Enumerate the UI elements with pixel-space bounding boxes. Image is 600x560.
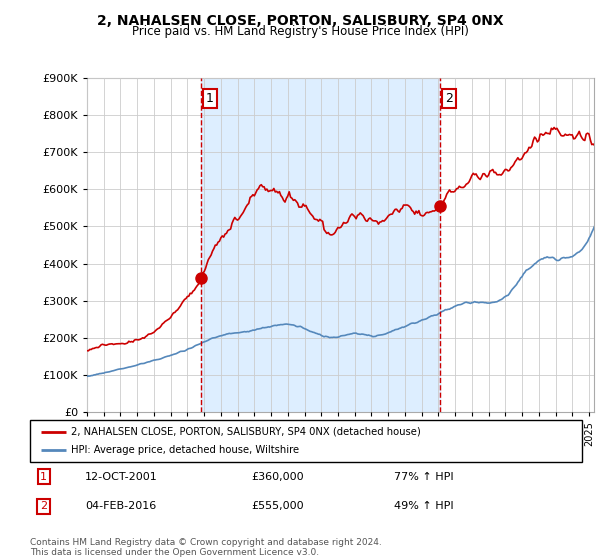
Text: 1: 1 xyxy=(206,92,214,105)
Text: 2, NAHALSEN CLOSE, PORTON, SALISBURY, SP4 0NX: 2, NAHALSEN CLOSE, PORTON, SALISBURY, SP… xyxy=(97,14,503,28)
Text: 04-FEB-2016: 04-FEB-2016 xyxy=(85,501,157,511)
Text: 2: 2 xyxy=(445,92,453,105)
Text: 2, NAHALSEN CLOSE, PORTON, SALISBURY, SP4 0NX (detached house): 2, NAHALSEN CLOSE, PORTON, SALISBURY, SP… xyxy=(71,427,421,437)
Bar xyxy=(200,78,440,412)
Text: 12-OCT-2001: 12-OCT-2001 xyxy=(85,472,158,482)
Text: HPI: Average price, detached house, Wiltshire: HPI: Average price, detached house, Wilt… xyxy=(71,445,299,455)
Text: 2: 2 xyxy=(40,501,47,511)
FancyBboxPatch shape xyxy=(30,420,582,462)
Text: Contains HM Land Registry data © Crown copyright and database right 2024.
This d: Contains HM Land Registry data © Crown c… xyxy=(30,538,382,557)
Text: £360,000: £360,000 xyxy=(251,472,304,482)
Text: 77% ↑ HPI: 77% ↑ HPI xyxy=(394,472,454,482)
Text: £555,000: £555,000 xyxy=(251,501,304,511)
Text: Price paid vs. HM Land Registry's House Price Index (HPI): Price paid vs. HM Land Registry's House … xyxy=(131,25,469,38)
Text: 1: 1 xyxy=(40,472,47,482)
Text: 49% ↑ HPI: 49% ↑ HPI xyxy=(394,501,454,511)
